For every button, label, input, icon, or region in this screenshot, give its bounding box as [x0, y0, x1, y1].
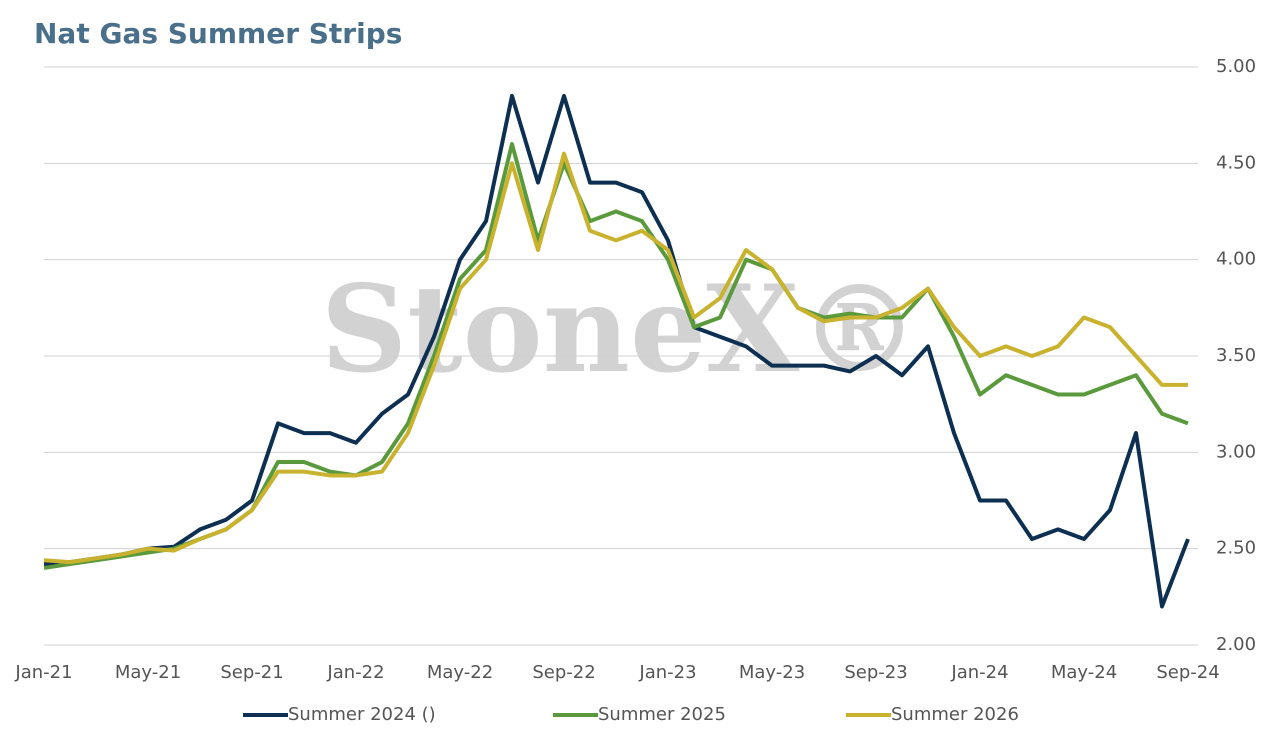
x-tick-label: May-21 [115, 662, 181, 683]
legend-label: Summer 2025 [598, 704, 726, 725]
x-tick-label: Sep-24 [1156, 662, 1219, 683]
chart-title: Nat Gas Summer Strips [34, 17, 402, 50]
x-tick-label: May-24 [1051, 662, 1117, 683]
y-tick-label: 4.00 [1216, 249, 1256, 270]
y-tick-label: 2.00 [1216, 634, 1256, 655]
line-series [43, 151, 1188, 565]
legend-label: Summer 2026 [891, 704, 1019, 725]
x-tick-label: Jan-23 [638, 662, 696, 683]
x-tick-label: May-23 [739, 662, 805, 683]
line-series [43, 93, 1190, 609]
y-tick-label: 3.00 [1216, 441, 1256, 462]
x-tick-label: May-22 [427, 662, 493, 683]
y-tick-label: 3.50 [1216, 345, 1256, 366]
y-tick-label: 4.50 [1216, 152, 1256, 173]
x-tick-label: Jan-24 [950, 662, 1008, 683]
watermark: StoneX® [321, 259, 920, 400]
x-tick-label: Sep-21 [220, 662, 283, 683]
legend-label: Summer 2024 () [288, 704, 436, 725]
x-tick-label: Sep-23 [844, 662, 907, 683]
y-tick-label: 5.00 [1216, 56, 1256, 77]
x-tick-label: Jan-21 [14, 662, 72, 683]
x-tick-label: Jan-22 [326, 662, 384, 683]
y-tick-label: 2.50 [1216, 538, 1256, 559]
x-tick-label: Sep-22 [532, 662, 595, 683]
